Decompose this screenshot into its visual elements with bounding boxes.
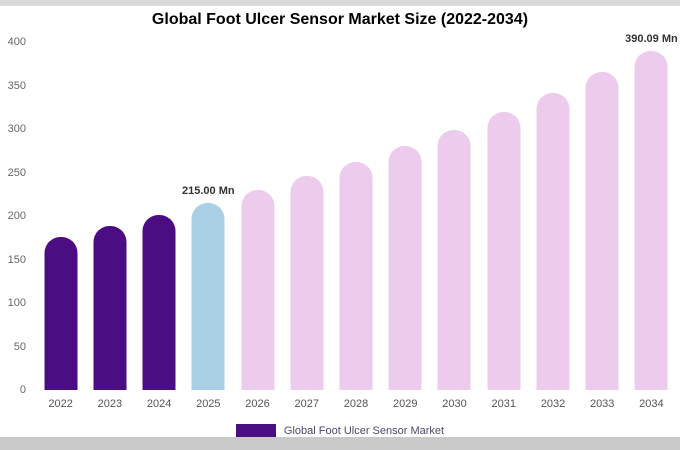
x-axis-label: 2022 xyxy=(48,398,73,410)
legend-label: Global Foot Ulcer Sensor Market xyxy=(283,424,445,437)
bar-2032 xyxy=(536,92,570,390)
x-axis-label: 2023 xyxy=(97,398,123,410)
bar-2027 xyxy=(290,176,324,390)
bar-column: 390.09 Mn 2034 xyxy=(625,33,678,410)
y-tick-label: 300 xyxy=(7,123,26,135)
bar-2025 xyxy=(191,202,225,390)
plot-area: 2022 2023 2024 215.00 Mn 2025 2026 2027 2028 202… xyxy=(36,33,678,410)
bar-2028 xyxy=(339,161,373,390)
bar-column: 215.00 Mn 2025 xyxy=(182,42,235,410)
bar-2034 xyxy=(634,50,668,390)
bar-column: 2030 xyxy=(430,42,479,410)
y-axis: 0 50 100 150 200 250 300 350 400 xyxy=(0,36,30,396)
x-axis-label: 2027 xyxy=(294,398,320,410)
bar-column: 2029 xyxy=(381,42,430,410)
x-axis-label: 2029 xyxy=(393,398,418,410)
bar-value-label: 390.09 Mn xyxy=(625,32,678,45)
x-axis-label: 2032 xyxy=(540,398,566,410)
bottom-border-strip xyxy=(0,437,680,450)
x-axis-label: 2026 xyxy=(245,398,270,410)
bar-2022 xyxy=(44,236,78,390)
y-tick-label: 150 xyxy=(7,253,26,266)
x-axis-label: 2024 xyxy=(146,398,172,410)
chart-title: Global Foot Ulcer Sensor Market Size (20… xyxy=(151,11,529,28)
bar-column: 2022 xyxy=(36,42,85,410)
bar-2029 xyxy=(388,146,422,390)
y-tick-label: 0 xyxy=(19,384,26,396)
y-tick-label: 100 xyxy=(7,297,26,309)
x-axis-label: 2034 xyxy=(639,398,664,410)
bar-2023 xyxy=(93,226,127,390)
y-tick-label: 350 xyxy=(7,79,26,92)
bar-2031 xyxy=(487,111,521,390)
legend: Global Foot Ulcer Sensor Market xyxy=(0,424,680,437)
x-axis-label: 2031 xyxy=(491,398,516,410)
x-axis-label: 2025 xyxy=(196,398,221,410)
bar-value-label: 215.00 Mn xyxy=(182,184,235,197)
bar-column: 2024 xyxy=(134,42,183,410)
y-tick-label: 400 xyxy=(7,36,26,48)
bar-column: 2027 xyxy=(282,42,331,410)
y-tick-label: 250 xyxy=(7,166,26,179)
bar-2033 xyxy=(585,72,619,390)
top-border-strip xyxy=(0,0,680,6)
x-axis-label: 2030 xyxy=(442,398,467,410)
y-tick-label: 50 xyxy=(13,340,26,353)
bar-2026 xyxy=(241,190,275,390)
bar-column: 2031 xyxy=(479,42,528,410)
bar-column: 2032 xyxy=(528,42,577,410)
bar-column: 2028 xyxy=(331,42,380,410)
bar-column: 2023 xyxy=(85,42,134,410)
bar-2030 xyxy=(437,129,471,390)
x-axis-label: 2033 xyxy=(589,398,615,410)
y-tick-label: 200 xyxy=(7,210,26,222)
bar-2024 xyxy=(142,215,176,390)
bar-column: 2026 xyxy=(233,42,282,410)
legend-swatch xyxy=(235,424,276,437)
bar-column: 2033 xyxy=(578,42,627,410)
x-axis-label: 2028 xyxy=(343,398,369,410)
